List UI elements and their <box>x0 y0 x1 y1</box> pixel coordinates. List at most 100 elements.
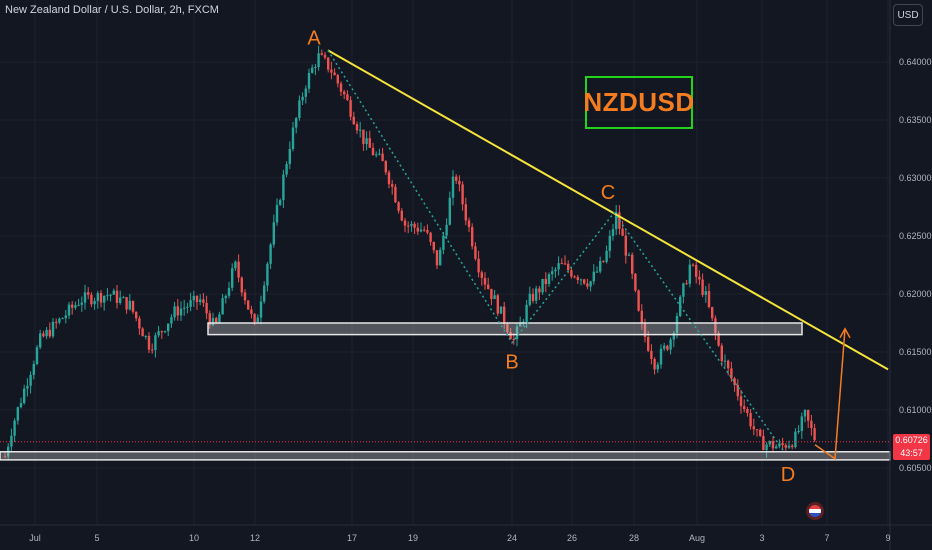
candle-body <box>279 200 282 205</box>
last-price-value: 0.60726 <box>895 435 928 445</box>
candle-body <box>544 278 547 285</box>
candle-body <box>615 212 618 230</box>
candle-body <box>688 264 691 284</box>
candle-body <box>275 204 279 223</box>
candle-body <box>304 88 307 97</box>
candle-body <box>355 124 359 131</box>
candle-body <box>400 210 403 221</box>
candle-body <box>682 283 685 297</box>
y-tick-label: 0.62000 <box>899 289 932 299</box>
point-label-c: C <box>601 182 615 204</box>
candle-body <box>71 304 74 308</box>
candle-body <box>186 306 189 308</box>
candle-body <box>567 263 570 271</box>
candle-body <box>643 323 647 337</box>
candle-body <box>61 318 64 320</box>
x-tick-label: 24 <box>507 533 517 543</box>
candle-body <box>288 148 291 165</box>
candle-body <box>183 307 186 309</box>
candle-body <box>269 244 272 264</box>
time-axis[interactable]: Jul 5 10 12 17 19 24 26 28 Aug 3 7 9 <box>0 524 932 543</box>
candle-body <box>218 314 221 323</box>
candle-body <box>554 269 557 272</box>
candle-body <box>531 293 535 301</box>
candle-body <box>736 384 739 397</box>
x-tick-label: 19 <box>408 533 418 543</box>
candle-body <box>135 311 138 319</box>
candle-body <box>743 406 746 409</box>
x-tick-label: 12 <box>250 533 260 543</box>
candle-body <box>576 277 579 280</box>
candle-body <box>39 333 42 348</box>
candle-body <box>695 264 698 277</box>
candle-body <box>323 54 327 58</box>
candle-body <box>435 250 439 266</box>
support-zone-upper <box>207 322 803 336</box>
candle-body <box>717 333 720 346</box>
pattern-labels: A B C D <box>307 27 795 486</box>
candle-body <box>253 313 256 322</box>
candle-body <box>637 290 640 311</box>
candle-body <box>333 72 336 76</box>
candle-body <box>759 429 762 436</box>
candle-body <box>263 285 266 302</box>
candle-body <box>432 242 435 251</box>
candle-body <box>80 302 83 305</box>
x-tick-label: 5 <box>94 533 99 543</box>
candle-body <box>13 420 16 436</box>
candle-body <box>762 435 765 451</box>
candle-body <box>320 53 323 55</box>
candle-body <box>784 445 787 448</box>
candle-body <box>192 295 195 301</box>
candle-body <box>58 318 61 323</box>
candle-body <box>653 358 656 370</box>
currency-button[interactable]: USD <box>893 4 923 26</box>
candle-body <box>362 129 365 145</box>
candle-body <box>698 276 701 280</box>
candle-body <box>730 368 733 379</box>
candle-body <box>621 228 624 236</box>
candle-body <box>413 223 416 228</box>
candle-body <box>106 295 109 297</box>
candle-body <box>672 332 675 340</box>
candle-body <box>381 153 384 162</box>
candle-body <box>711 307 714 319</box>
y-tick-label: 0.61000 <box>899 405 932 415</box>
us-flag-event-icon[interactable] <box>806 502 824 520</box>
candle-body <box>103 295 106 303</box>
candle-body <box>93 300 96 305</box>
candle-body <box>685 283 688 285</box>
candle-body <box>394 186 397 203</box>
candle-body <box>666 345 669 350</box>
candle-body <box>810 420 813 429</box>
candle-body <box>167 323 170 332</box>
candle-body <box>221 298 224 315</box>
candle-body <box>29 374 32 386</box>
candle-body <box>176 306 179 316</box>
candle-body <box>547 274 551 285</box>
price-axis[interactable]: 0.64000 0.63500 0.63000 0.62500 0.62000 0.615… <box>889 0 932 550</box>
candle-body <box>663 345 666 349</box>
x-tick-label: 26 <box>567 533 577 543</box>
candle-body <box>493 295 496 300</box>
candle-body <box>631 254 634 274</box>
candle-body <box>602 260 605 262</box>
candle-body <box>128 300 131 310</box>
y-tick-label: 0.63000 <box>899 173 932 183</box>
candle-body <box>240 277 243 293</box>
candle-body <box>349 100 352 117</box>
candle-body <box>675 316 679 333</box>
candle-body <box>707 291 711 308</box>
candle-body <box>807 410 810 421</box>
candle-body <box>307 72 311 89</box>
candle-body <box>42 333 45 337</box>
candle-body <box>509 332 512 340</box>
bar-countdown: 43:57 <box>900 448 923 458</box>
candle-body <box>618 212 621 229</box>
candle-body <box>535 288 538 301</box>
candle-body <box>746 408 749 414</box>
x-tick-label: 28 <box>629 533 639 543</box>
candle-body <box>739 396 743 407</box>
x-tick-label: 7 <box>824 533 829 543</box>
